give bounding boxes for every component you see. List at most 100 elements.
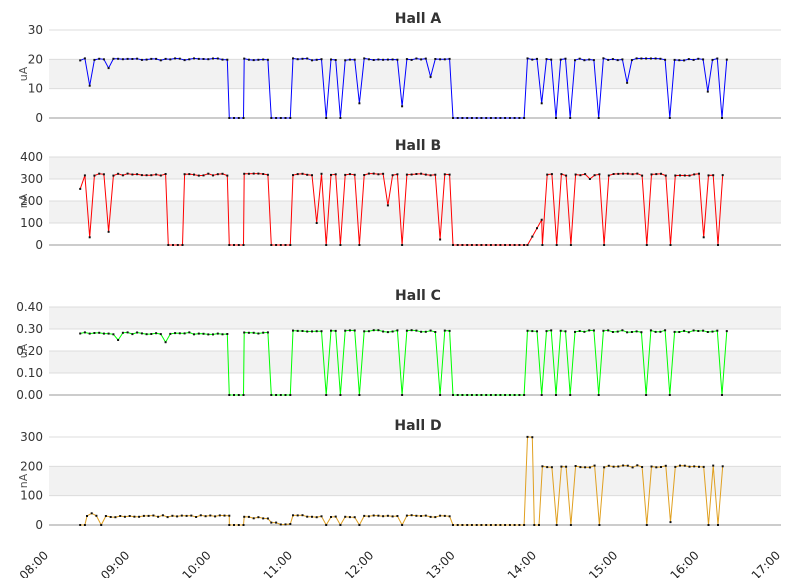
data-point xyxy=(289,523,292,525)
data-point xyxy=(242,394,245,396)
data-point xyxy=(598,173,601,176)
data-point xyxy=(257,332,260,335)
data-point xyxy=(668,117,671,119)
data-point xyxy=(513,394,516,396)
y-tick-label: 0 xyxy=(35,238,43,252)
data-point xyxy=(415,57,418,60)
data-point xyxy=(155,173,158,176)
data-point xyxy=(174,332,177,335)
data-point xyxy=(531,330,534,333)
data-point xyxy=(499,117,502,119)
data-point xyxy=(190,514,193,517)
data-point xyxy=(228,514,231,517)
data-point xyxy=(434,173,437,176)
grid-band xyxy=(49,201,781,223)
data-point xyxy=(550,58,553,61)
data-point xyxy=(410,514,413,517)
data-point xyxy=(518,524,521,526)
data-point xyxy=(721,117,723,119)
data-point xyxy=(679,464,681,467)
data-point xyxy=(683,329,686,332)
panel-title: Hall C xyxy=(395,288,441,304)
data-point xyxy=(546,173,549,176)
data-point xyxy=(588,329,591,332)
data-point xyxy=(199,514,202,517)
data-point xyxy=(439,514,442,517)
data-point xyxy=(707,524,710,526)
data-point xyxy=(315,58,318,61)
data-point xyxy=(693,173,696,176)
y-axis-label: nA xyxy=(17,193,30,208)
data-point xyxy=(121,58,124,61)
data-point xyxy=(131,173,134,176)
data-point xyxy=(475,117,478,119)
data-point xyxy=(504,244,507,246)
data-point xyxy=(279,117,282,119)
data-point xyxy=(630,331,633,333)
data-point xyxy=(102,332,105,335)
data-point xyxy=(348,173,351,176)
data-point xyxy=(640,331,643,334)
data-point xyxy=(145,333,148,336)
y-tick-label: 0.40 xyxy=(16,300,43,314)
data-point xyxy=(626,172,629,175)
data-point xyxy=(339,117,342,119)
data-point xyxy=(560,465,563,468)
data-point xyxy=(171,514,174,517)
data-point xyxy=(289,244,292,246)
data-point xyxy=(607,174,610,177)
data-point xyxy=(226,174,229,177)
data-point xyxy=(526,329,529,332)
data-point xyxy=(621,329,624,332)
data-point xyxy=(550,173,553,176)
data-point xyxy=(88,236,91,239)
x-tick-label: 17:00 xyxy=(749,548,783,578)
data-point xyxy=(697,330,700,332)
data-point xyxy=(195,516,198,518)
data-point xyxy=(712,174,715,177)
data-point xyxy=(88,332,91,335)
data-point xyxy=(439,238,442,241)
data-point xyxy=(424,514,427,517)
y-tick-label: 400 xyxy=(20,150,43,164)
data-point xyxy=(107,332,110,335)
data-point xyxy=(320,58,323,61)
data-point xyxy=(311,59,313,62)
data-point xyxy=(358,394,361,396)
data-point xyxy=(159,174,162,177)
y-tick-label: 100 xyxy=(20,489,43,503)
data-point xyxy=(344,329,347,332)
data-point xyxy=(626,81,629,84)
data-point xyxy=(550,329,553,332)
data-point xyxy=(645,57,648,60)
data-point xyxy=(86,515,88,517)
data-point xyxy=(233,524,235,526)
data-point xyxy=(706,90,709,93)
grid-band xyxy=(49,466,781,496)
data-point xyxy=(711,330,714,333)
data-point xyxy=(79,332,82,335)
data-point xyxy=(266,517,269,520)
data-point xyxy=(410,58,413,61)
data-point xyxy=(645,394,648,396)
data-point xyxy=(410,329,413,332)
data-point xyxy=(494,524,497,526)
data-point xyxy=(79,187,82,190)
y-tick-label: 0.00 xyxy=(16,388,43,402)
data-point xyxy=(377,173,380,176)
data-point xyxy=(504,394,507,396)
data-point xyxy=(607,464,610,467)
x-tick-label: 13:00 xyxy=(423,548,457,578)
data-point xyxy=(706,331,709,333)
data-point xyxy=(452,524,454,526)
data-point xyxy=(339,394,342,396)
data-point xyxy=(526,435,529,438)
data-point xyxy=(202,58,205,60)
data-point xyxy=(592,59,595,62)
data-point xyxy=(252,59,255,62)
data-point xyxy=(391,58,394,61)
data-point xyxy=(588,58,591,61)
data-point xyxy=(523,524,526,526)
x-tick-label: 11:00 xyxy=(261,548,295,578)
